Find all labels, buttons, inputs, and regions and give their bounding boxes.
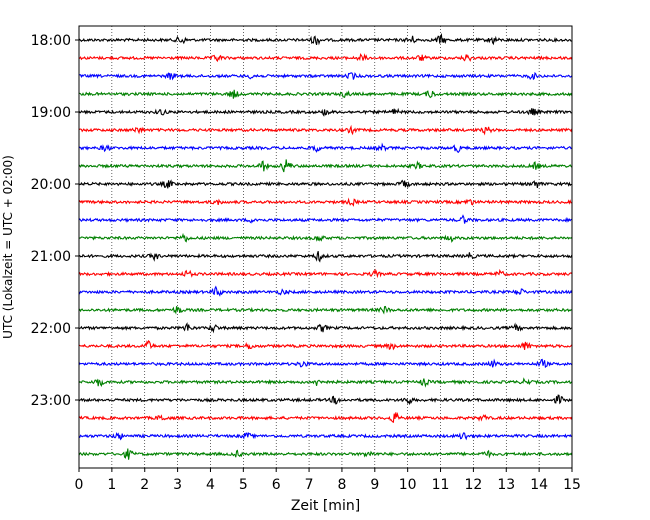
trace-2030	[78, 214, 573, 224]
y-tick-label: 18:00	[31, 33, 71, 49]
trace-1900	[78, 107, 572, 117]
trace-1815	[78, 52, 573, 63]
x-tick-label: 5	[239, 477, 248, 493]
trace-2015	[78, 197, 572, 207]
x-tick-label: 14	[530, 477, 548, 493]
trace-2230	[78, 358, 573, 369]
trace-2345	[78, 448, 573, 460]
y-tick-label: 20:00	[31, 177, 71, 193]
x-tick-label: 9	[370, 477, 379, 493]
trace-2000	[78, 179, 572, 189]
x-tick-label: 11	[432, 477, 450, 493]
x-axis-ticks: 0 1 2 3 4 5 6 7 8 9 10 11 12 13 14 15	[75, 468, 581, 493]
x-tick-label: 6	[272, 477, 281, 493]
trace-2115	[78, 268, 573, 279]
x-tick-label: 2	[140, 477, 149, 493]
trace-1800	[78, 32, 572, 46]
trace-2300	[78, 394, 573, 406]
x-tick-label: 1	[107, 477, 116, 493]
x-tick-label: 0	[75, 477, 84, 493]
x-axis-label: Zeit [min]	[291, 498, 360, 514]
trace-1915	[78, 124, 573, 136]
trace-2145	[78, 305, 573, 315]
y-axis-label: UTC (Lokalzeit = UTC + 02:00)	[1, 155, 15, 339]
y-axis-ticks: 18:00 19:00 20:00 21:00 22:00 23:00	[31, 33, 79, 409]
x-tick-label: 8	[337, 477, 346, 493]
x-tick-label: 4	[206, 477, 215, 493]
trace-2215	[78, 339, 573, 351]
x-tick-label: 12	[464, 477, 482, 493]
traces	[78, 32, 573, 460]
trace-2200	[78, 322, 572, 334]
y-tick-label: 22:00	[31, 321, 71, 337]
x-tick-label: 13	[497, 477, 515, 493]
trace-1830	[78, 71, 573, 81]
plot-frame	[78, 25, 573, 469]
x-tick-label: 3	[173, 477, 182, 493]
trace-1845	[78, 89, 573, 99]
x-tick-label: 10	[399, 477, 417, 493]
trace-1945	[78, 159, 573, 173]
trace-2245	[78, 377, 573, 388]
y-tick-label: 19:00	[31, 105, 71, 121]
trace-2315	[78, 412, 573, 424]
y-tick-label: 21:00	[31, 249, 71, 265]
trace-2100	[78, 251, 573, 263]
trace-2130	[78, 285, 573, 297]
x-tick-label: 7	[305, 477, 314, 493]
trace-1930	[78, 142, 573, 154]
y-tick-label: 23:00	[31, 393, 71, 409]
x-tick-label: 15	[563, 477, 581, 493]
trace-2330	[78, 431, 573, 441]
trace-2045	[78, 232, 573, 243]
